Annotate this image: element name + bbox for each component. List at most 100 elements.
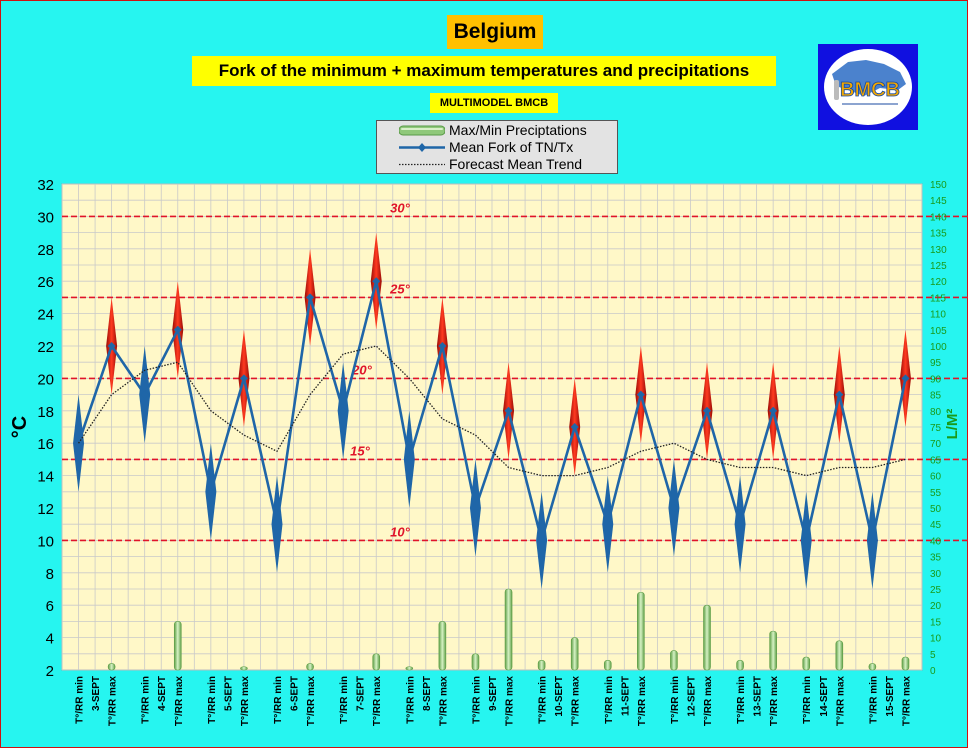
chart-title: Belgium (447, 15, 543, 49)
y2-tick-label: 130 (930, 245, 947, 256)
y-tick-label: 24 (37, 307, 54, 324)
y-tick-label: 28 (37, 242, 54, 259)
y2-tick-label: 35 (930, 553, 942, 564)
y-tick-label: 4 (46, 631, 54, 648)
x-category-label: T°/RR max (505, 676, 516, 727)
y2-tick-label: 75 (930, 423, 942, 434)
y2-tick-label: 25 (930, 585, 942, 596)
mean-point (504, 406, 513, 415)
x-category-label: T°/RR max (571, 676, 582, 727)
x-day-label: 5-SEPT (223, 676, 234, 711)
y2-tick-label: 120 (930, 277, 947, 288)
y2-tick-label: 90 (930, 374, 942, 385)
y2-tick-label: 10 (930, 634, 942, 645)
y2-tick-label: 145 (930, 196, 947, 207)
mean-point (669, 504, 678, 512)
mean-point (736, 520, 745, 529)
x-category-label: T°/RR min (339, 676, 350, 724)
x-category-label: T°/RR min (273, 676, 284, 724)
y2-tick-label: 80 (930, 407, 942, 418)
x-category-label: T°/RR max (438, 676, 449, 727)
mean-point (603, 520, 612, 529)
y2-tick-label: 0 (930, 666, 936, 677)
x-category-label: T°/RR max (108, 676, 119, 727)
x-day-label: 7-SEPT (356, 676, 367, 711)
x-day-label: 14-SEPT (819, 676, 830, 717)
x-day-label: 4-SEPT (157, 676, 168, 711)
precip-bar (835, 640, 844, 671)
x-category-label: T°/RR min (471, 676, 482, 724)
x-category-label: T°/RR max (637, 676, 648, 727)
x-day-label: 10-SEPT (554, 676, 565, 717)
mean-point (173, 325, 182, 334)
precip-bar (537, 659, 546, 671)
mean-point (372, 277, 381, 286)
y-tick-label: 26 (37, 274, 54, 291)
y-tick-label: 10 (37, 533, 54, 550)
x-day-label: 3-SEPT (91, 676, 102, 711)
legend-item-trend: Forecast Mean Trend (377, 156, 617, 173)
legend-precip-label: Max/Min Preciptations (449, 122, 587, 138)
y2-tick-label: 20 (930, 601, 942, 612)
x-category-label: T°/RR min (538, 676, 549, 724)
mean-point (835, 390, 844, 399)
y-tick-label: 18 (37, 404, 54, 421)
x-category-label: T°/RR max (372, 676, 383, 727)
x-day-label: 12-SEPT (686, 676, 697, 717)
y2-tick-label: 55 (930, 488, 942, 499)
legend-mean-swatch (399, 143, 445, 152)
precip-bar (107, 663, 116, 671)
precip-bar (438, 621, 447, 671)
y2-tick-label: 50 (930, 504, 942, 515)
mean-point (206, 487, 215, 496)
mean-point (239, 374, 248, 383)
mean-point (140, 390, 149, 399)
chart-subtitle: Fork of the minimum + maximum temperatur… (192, 56, 776, 86)
x-category-label: T°/RR min (207, 676, 218, 724)
x-day-label: 11-SEPT (620, 676, 631, 716)
y-axis-title: °C (9, 416, 31, 438)
mean-point (471, 504, 480, 512)
y2-tick-label: 40 (930, 536, 942, 547)
y-tick-label: 16 (37, 436, 54, 453)
legend-trend-label: Forecast Mean Trend (449, 156, 583, 172)
mean-point (107, 342, 116, 350)
x-day-label: 13-SEPT (753, 676, 764, 717)
y2-tick-label: 85 (930, 391, 942, 402)
x-category-label: T°/RR max (703, 676, 714, 727)
precip-bar (471, 653, 480, 671)
model-label: MULTIMODEL BMCB (430, 93, 558, 113)
mean-point (901, 374, 910, 383)
x-day-label: 8-SEPT (422, 676, 433, 711)
y-tick-label: 30 (37, 209, 54, 226)
y2-tick-label: 5 (930, 650, 936, 661)
y2-tick-label: 65 (930, 455, 942, 466)
bmcb-logo: BMCB (818, 44, 918, 130)
y2-tick-label: 140 (930, 212, 947, 223)
y2-tick-label: 15 (930, 617, 942, 628)
precip-bar (372, 653, 381, 671)
precip-bar (769, 630, 777, 671)
y2-tick-label: 115 (930, 293, 946, 304)
y2-tick-label: 60 (930, 472, 942, 483)
y2-tick-label: 100 (930, 342, 947, 353)
mean-point (703, 406, 711, 415)
mean-point (273, 520, 281, 529)
y-tick-label: 12 (37, 501, 54, 518)
x-category-label: T°/RR max (174, 676, 185, 727)
x-category-label: T°/RR min (75, 676, 86, 724)
mean-point (636, 390, 645, 399)
mean-point (570, 423, 579, 431)
legend-item-mean: Mean Fork of TN/Tx (377, 139, 617, 156)
mean-point (769, 406, 778, 415)
x-category-label: T°/RR min (868, 676, 879, 724)
precip-bar (703, 604, 711, 671)
precip-bar (405, 666, 414, 671)
y-tick-label: 14 (37, 469, 54, 486)
precip-bar (670, 650, 678, 671)
reference-label-20: 20° (351, 362, 372, 377)
precip-bar (736, 659, 744, 671)
x-category-label: T°/RR max (240, 676, 251, 727)
mean-point (537, 536, 546, 545)
